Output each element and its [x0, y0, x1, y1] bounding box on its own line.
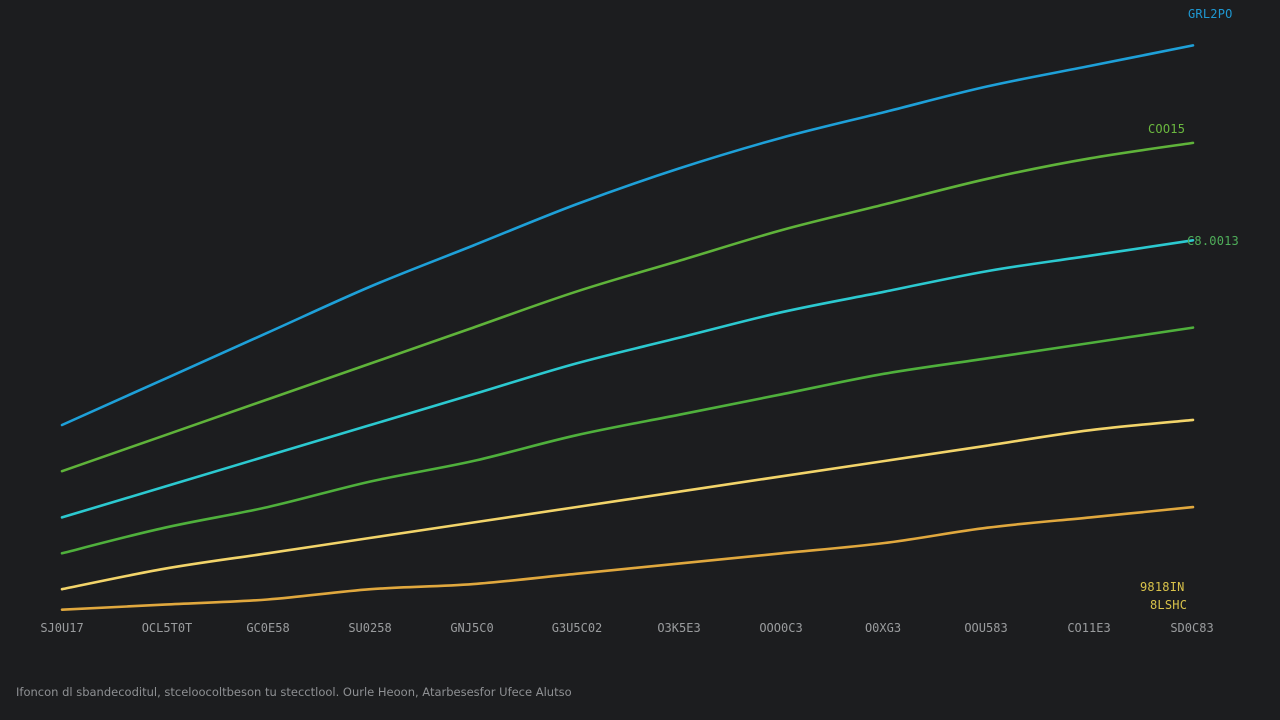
x-tick: GNJ5C0: [450, 621, 494, 635]
x-tick: GC0E58: [246, 621, 290, 635]
series-label-2: COO15: [1148, 122, 1186, 136]
series-label-6: 8LSHC: [1150, 598, 1188, 612]
series-line-5: [60, 418, 1195, 591]
x-tick: OOU583: [964, 621, 1008, 635]
x-tick: G3U5C02: [551, 621, 603, 635]
x-tick: SD0C83: [1170, 621, 1214, 635]
series-label-1: GRL2PO: [1188, 7, 1233, 21]
x-tick: SJ0U17: [40, 621, 84, 635]
series-line-1: [60, 44, 1195, 427]
series-label-3: C8.0013: [1187, 234, 1239, 248]
series-line-4: [60, 326, 1195, 555]
series-line-2: [60, 141, 1195, 473]
x-tick: OOO0C3: [759, 621, 803, 635]
series-line-6: [60, 505, 1195, 611]
x-tick: O3K5E3: [657, 621, 701, 635]
series-line-3: [60, 239, 1195, 519]
chart-caption: Ifoncon dl sbandecoditul, stceloocoltbes…: [16, 685, 572, 699]
x-tick: SU0258: [348, 621, 392, 635]
x-tick: O0XG3: [864, 621, 902, 635]
series-label-5: 9818IN: [1140, 580, 1185, 594]
x-tick: OCL5T0T: [141, 621, 193, 635]
x-tick: CO11E3: [1067, 621, 1111, 635]
